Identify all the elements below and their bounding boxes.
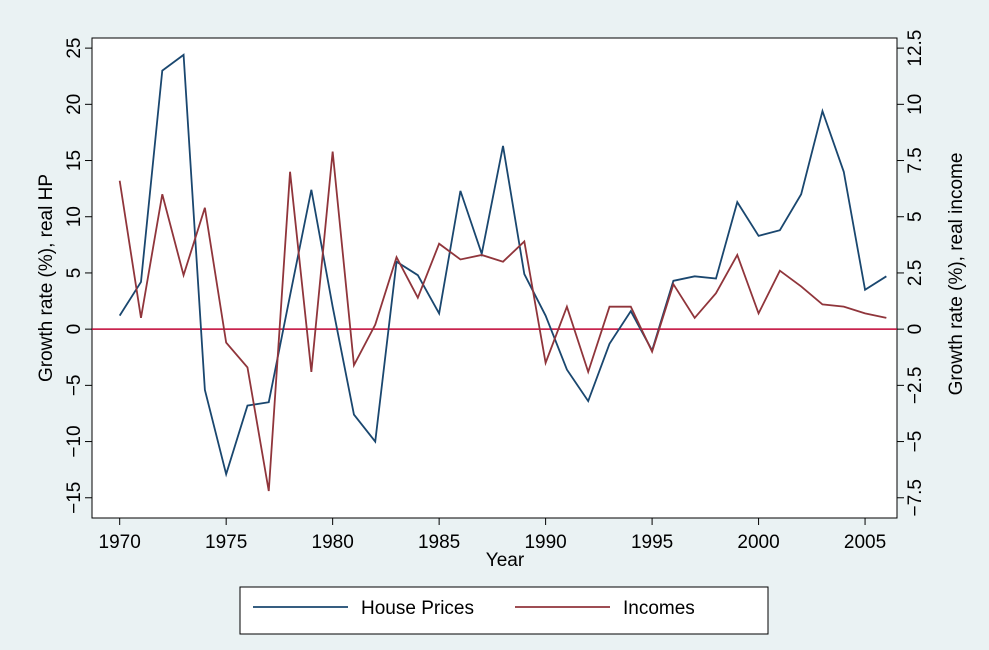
x-tick-label: 1985: [418, 532, 460, 553]
y-tick-label: 25: [64, 38, 85, 59]
y2-tick-label: 2.5: [905, 260, 926, 286]
y-tick-label: 0: [64, 324, 85, 335]
y-tick-label: −10: [64, 425, 85, 457]
y2-tick-label: 0: [905, 324, 926, 335]
y2-axis-title: Growth rate (%), real income: [946, 153, 967, 396]
x-tick-label: 1990: [524, 532, 566, 553]
y2-tick-label: −2.5: [905, 367, 926, 405]
legend-label: House Prices: [361, 598, 474, 619]
x-axis-title: Year: [486, 550, 525, 571]
y-tick-label: 15: [64, 150, 85, 171]
y-tick-label: −15: [64, 482, 85, 514]
x-tick-label: 2005: [844, 532, 886, 553]
y2-tick-label: 12.5: [905, 30, 926, 67]
legend: [239, 586, 769, 635]
y-tick-label: 10: [64, 206, 85, 227]
y2-tick-label: 5: [905, 211, 926, 222]
y-tick-label: −5: [64, 375, 85, 397]
legend-label: Incomes: [623, 598, 695, 619]
y2-tick-label: −5: [905, 431, 926, 453]
x-tick-label: 2000: [737, 532, 779, 553]
y2-tick-label: 7.5: [905, 147, 926, 173]
plot-area: [91, 37, 898, 519]
x-tick-label: 1980: [312, 532, 354, 553]
y2-tick-label: −7.5: [905, 479, 926, 517]
x-tick-label: 1970: [99, 532, 141, 553]
y-tick-label: 5: [64, 268, 85, 279]
x-tick-label: 1995: [631, 532, 673, 553]
y-axis-title: Growth rate (%), real HP: [36, 174, 57, 382]
y-tick-label: 20: [64, 94, 85, 115]
series-line: [118, 53, 887, 478]
y2-tick-label: 10: [905, 94, 926, 115]
series-line: [118, 151, 887, 492]
x-tick-label: 1975: [205, 532, 247, 553]
